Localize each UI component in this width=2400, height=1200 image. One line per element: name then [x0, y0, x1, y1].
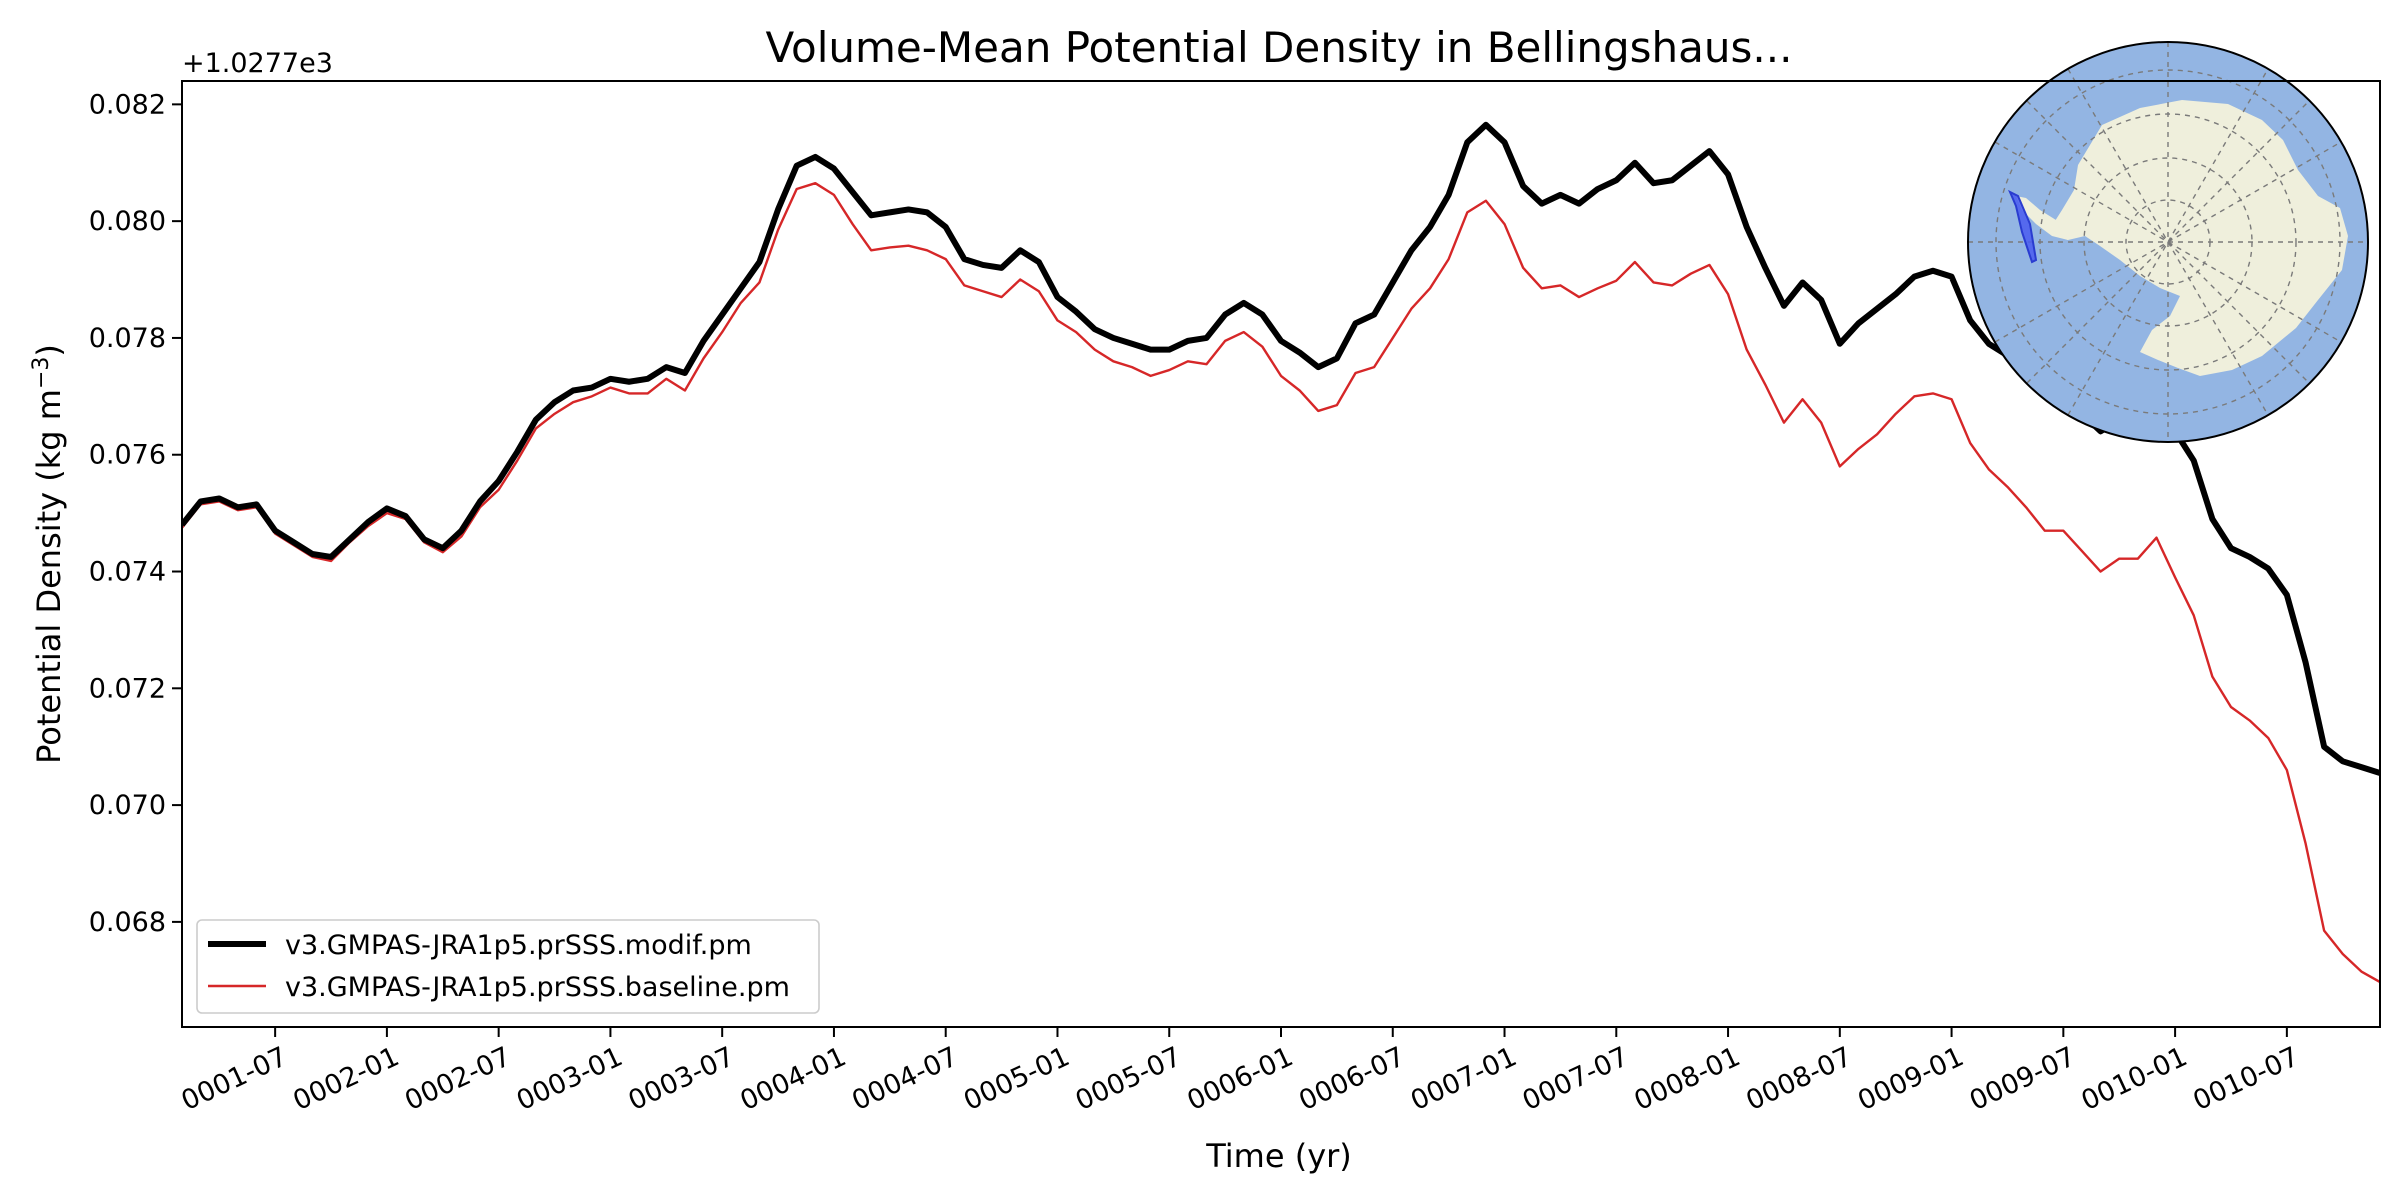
- map-antarctica-land: [2048, 100, 2348, 376]
- chart-legend: v3.GMPAS-JRA1p5.prSSS.modif.pm v3.GMPAS-…: [196, 919, 820, 1014]
- x-tick-label: 0004-01: [736, 1041, 851, 1117]
- x-tick-label: 0003-07: [624, 1041, 739, 1117]
- plot-frame: [181, 80, 2381, 1028]
- legend-label-modif: v3.GMPAS-JRA1p5.prSSS.modif.pm: [285, 930, 752, 961]
- map-border: [1967, 41, 2369, 443]
- x-tick-label: 0002-07: [400, 1041, 515, 1117]
- map-antarctic-peninsula: [2016, 196, 2070, 240]
- y-axis-label-suffix: ): [30, 344, 68, 356]
- legend-label-baseline: v3.GMPAS-JRA1p5.prSSS.baseline.pm: [285, 972, 790, 1003]
- y-tick-label: 0.076: [89, 440, 166, 471]
- series-line-baseline: [182, 181, 2380, 984]
- y-tick-label: 0.068: [89, 907, 166, 938]
- y-axis-label-superscript: −3: [29, 357, 54, 389]
- x-tick-label: 0005-07: [1071, 1041, 1186, 1117]
- y-tick-label: 0.080: [89, 206, 166, 237]
- y-tick-label: 0.072: [89, 673, 166, 704]
- x-axis-ticks: 0001-070002-010002-070003-010003-070004-…: [177, 1027, 2304, 1117]
- x-tick-label: 0003-01: [512, 1041, 627, 1117]
- x-tick-label: 0006-01: [1183, 1041, 1298, 1117]
- chart-title: Volume-Mean Potential Density in Belling…: [766, 23, 1793, 72]
- x-tick-label: 0008-07: [1741, 1041, 1856, 1117]
- legend-box: [196, 919, 820, 1014]
- x-tick-label: 0007-01: [1406, 1041, 1521, 1117]
- map-bellingshausen-region: [2008, 189, 2038, 264]
- x-tick-label: 0004-07: [847, 1041, 962, 1117]
- y-tick-label: 0.078: [89, 323, 166, 354]
- y-axis-ticks: 0.068 0.070 0.072 0.074 0.076 0.078 0.080 0.082: [89, 89, 182, 938]
- y-axis-offset-label: +1.0277e3: [182, 48, 333, 79]
- x-tick-label: 0002-01: [289, 1041, 404, 1117]
- x-tick-label: 0008-01: [1630, 1041, 1745, 1117]
- x-tick-label: 0009-07: [1965, 1041, 2080, 1117]
- x-tick-label: 0006-07: [1294, 1041, 1409, 1117]
- x-tick-label: 0005-01: [959, 1041, 1074, 1117]
- y-tick-label: 0.074: [89, 557, 166, 588]
- x-tick-label: 0010-01: [2077, 1041, 2192, 1117]
- antarctic-inset-map: [1967, 41, 2369, 443]
- x-tick-label: 0007-07: [1518, 1041, 1633, 1117]
- y-tick-label: 0.082: [89, 89, 166, 120]
- x-axis-label: Time (yr): [1205, 1137, 1352, 1175]
- y-tick-label: 0.070: [89, 790, 166, 821]
- x-tick-label: 0001-07: [177, 1041, 292, 1117]
- x-tick-label: 0010-07: [2188, 1041, 2303, 1117]
- y-axis-label: Potential Density (kg m−3): [29, 344, 68, 764]
- y-axis-label-main: Potential Density (kg m: [30, 389, 68, 764]
- x-tick-label: 0009-01: [1853, 1041, 1968, 1117]
